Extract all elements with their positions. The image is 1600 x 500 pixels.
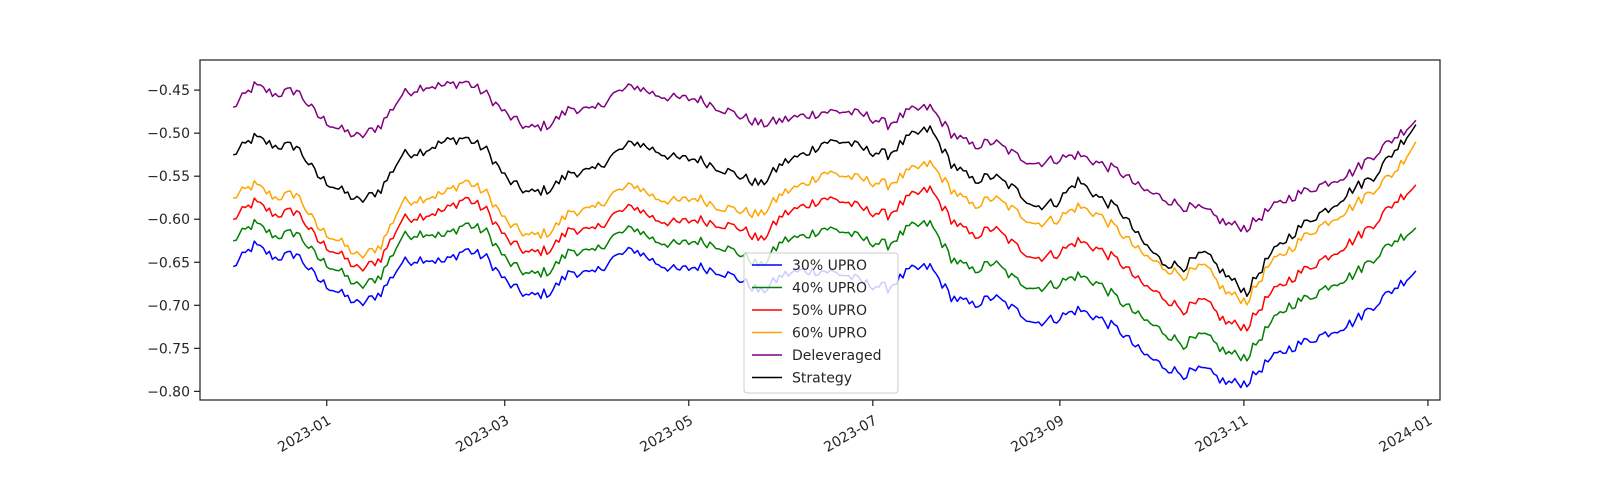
y-tick-label: −0.45	[147, 83, 190, 99]
series-layer	[232, 80, 1417, 389]
legend-items: 30% UPRO 40% UPRO 50% UPRO 60% UPRO Delevera…	[752, 258, 882, 387]
legend-box	[743, 252, 899, 394]
series-line-1	[233, 218, 1417, 362]
legend: 30% UPRO 40% UPRO 50% UPRO 60% UPRO Delevera…	[743, 252, 899, 394]
y-tick-label: −0.60	[147, 212, 190, 228]
legend-label: 50% UPRO	[792, 303, 867, 319]
legend-label: Deleveraged	[792, 348, 882, 364]
series-line-5	[233, 124, 1417, 298]
legend-label: 40% UPRO	[792, 281, 867, 297]
y-tick-label: −0.75	[147, 341, 190, 357]
series-line-3	[233, 141, 1417, 306]
y-tick-label: −0.80	[147, 384, 190, 400]
plot-frame	[199, 59, 1441, 401]
legend-label: 30% UPRO	[792, 258, 867, 274]
legend-label: 60% UPRO	[792, 326, 867, 342]
y-tick-label: −0.65	[147, 255, 190, 271]
y-tick-label: −0.55	[147, 169, 190, 185]
y-axis: −0.45 −0.50 −0.55 −0.60 −0.65 −0.70 −0.75 −0.80	[147, 83, 200, 400]
y-tick-label: −0.50	[147, 126, 190, 142]
y-tick-label: −0.70	[147, 298, 190, 314]
legend-label: Strategy	[792, 371, 852, 387]
series-line-2	[233, 184, 1417, 332]
series-line-4	[232, 80, 1417, 233]
